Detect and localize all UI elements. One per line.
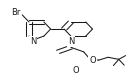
Text: Br: Br (11, 8, 20, 17)
Text: N: N (30, 37, 36, 46)
Text: O: O (89, 56, 96, 65)
Text: N: N (68, 37, 74, 46)
Text: O: O (73, 66, 80, 75)
